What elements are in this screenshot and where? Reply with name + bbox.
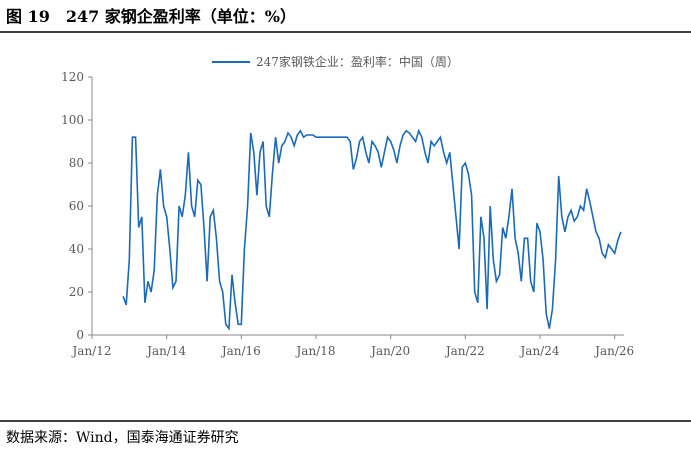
x-tick-label: Jan/18 [294, 344, 335, 358]
series-line [122, 128, 622, 331]
chart: 0 20 40 60 80 100 120 Jan/12 Jan/14 Jan/16 Jan/18 J… [61, 54, 634, 358]
y-tick-label: 60 [69, 199, 84, 213]
y-tick-label: 20 [69, 285, 84, 299]
y-tick-label: 40 [69, 242, 84, 256]
x-tick-label: Jan/16 [220, 344, 261, 358]
x-tick-label: Jan/22 [444, 344, 485, 358]
x-tick-label: Jan/12 [70, 344, 111, 358]
y-tick-label: 0 [76, 328, 84, 342]
y-tick-label: 120 [61, 70, 84, 84]
legend-label: 247家钢铁企业：盈利率：中国（周） [256, 54, 459, 69]
x-tick-label: Jan/24 [518, 344, 559, 358]
x-tick-label: Jan/14 [145, 344, 186, 358]
x-tick-label: Jan/20 [369, 344, 410, 358]
y-tick-label: 80 [69, 156, 84, 170]
y-tick-label: 100 [61, 113, 84, 127]
figure-title: 图 19 247 家钢企盈利率（单位：%） [6, 7, 296, 26]
source-note: 数据来源：Wind，国泰海通证券研究 [6, 430, 239, 446]
x-tick-label: Jan/26 [593, 344, 634, 358]
